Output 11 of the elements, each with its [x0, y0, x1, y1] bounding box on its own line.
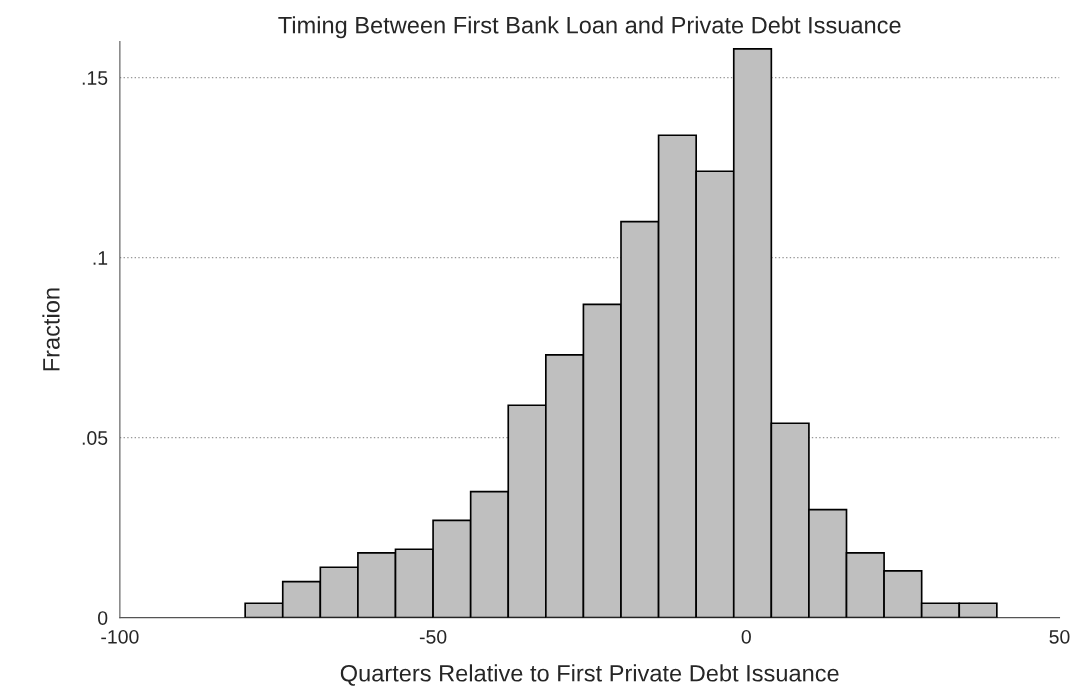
- x-tick-label: 0: [741, 629, 751, 644]
- y-tick-label: .05: [82, 431, 108, 445]
- x-tick-label: -100: [101, 629, 139, 644]
- y-axis-title: Fraction: [42, 288, 60, 371]
- y-tick-label: 0: [98, 611, 108, 625]
- chart-title: Timing Between First Bank Loan and Private Debt Issuance: [278, 16, 901, 39]
- x-tick-label: -50: [419, 629, 447, 644]
- x-axis-title: Quarters Relative to First Private Debt Issuance: [340, 664, 839, 686]
- y-tick-label: .1: [93, 251, 108, 265]
- x-tick-label: 50: [1049, 629, 1070, 644]
- y-tick-label: .15: [82, 71, 108, 85]
